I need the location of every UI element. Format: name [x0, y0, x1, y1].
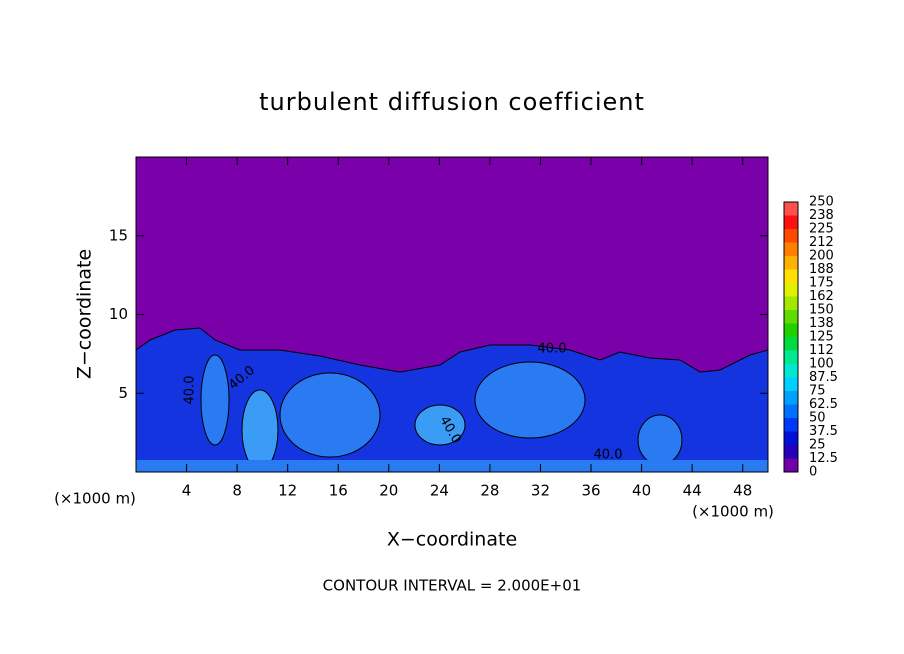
colorbar-label: 188: [809, 262, 834, 277]
x-tick-label: 28: [480, 482, 499, 500]
eddy: [637, 414, 683, 466]
colorbar-swatch: [784, 350, 798, 364]
colorbar-label: 200: [809, 249, 834, 264]
colorbar-label: 87.5: [809, 370, 838, 385]
colorbar-label: 50: [809, 411, 826, 426]
x-tick-label: 24: [430, 482, 449, 500]
colorbar-label: 162: [809, 289, 834, 304]
colorbar-label: 25: [809, 438, 826, 453]
colorbar-swatch: [784, 391, 798, 405]
colorbar-swatch: [784, 310, 798, 324]
x-tick-label: 48: [733, 482, 752, 500]
x-tick-label: 16: [329, 482, 348, 500]
colorbar-label: 0: [809, 465, 817, 480]
colorbar-swatch: [784, 215, 798, 229]
colorbar-swatch: [784, 337, 798, 351]
colorbar-swatch: [784, 377, 798, 391]
eddy: [200, 354, 230, 446]
contour-label: 40.0: [538, 342, 567, 357]
colorbar-label: 225: [809, 222, 834, 237]
x-tick-label: 4: [182, 482, 192, 500]
colorbar-swatch: [784, 283, 798, 297]
colorbar-swatch: [784, 256, 798, 270]
colorbar-swatch: [784, 296, 798, 310]
x-tick-label: 32: [531, 482, 550, 500]
colorbar-label: 75: [809, 384, 826, 399]
x-unit: (×1000 m): [54, 490, 136, 508]
colorbar-label: 37.5: [809, 424, 838, 439]
chart-title: turbulent diffusion coefficient: [259, 88, 645, 116]
y-tick-label: 10: [109, 305, 128, 323]
colorbar-swatch: [784, 229, 798, 243]
colorbar-label: 150: [809, 303, 834, 318]
colorbar-swatch: [784, 323, 798, 337]
eddy: [241, 389, 279, 471]
x-tick-label: 8: [232, 482, 242, 500]
field: [135, 157, 769, 473]
colorbar-frame: [783, 201, 799, 473]
colorbar-label: 100: [809, 357, 834, 372]
y-tick-label: 15: [109, 226, 128, 244]
colorbar-swatch: [784, 242, 798, 256]
x-unit: (×1000 m): [692, 503, 774, 521]
colorbar-swatch: [784, 269, 798, 283]
colorbar-label: 138: [809, 316, 834, 331]
y-tick-label: 5: [118, 384, 128, 402]
y-axis-label: Z−coordinate: [74, 249, 96, 379]
colorbar-swatch: [784, 458, 798, 472]
colorbar-label: 238: [809, 208, 834, 223]
colorbar-label: 112: [809, 343, 834, 358]
colorbar-label: 12.5: [809, 451, 838, 466]
colorbar-swatch: [784, 364, 798, 378]
footnote: CONTOUR INTERVAL = 2.000E+01: [323, 577, 582, 595]
x-axis-label: X−coordinate: [387, 529, 517, 551]
colorbar-label: 212: [809, 235, 834, 250]
colorbar-swatch: [784, 404, 798, 418]
contour-label: 40.0: [183, 376, 198, 405]
colorbar-label: 250: [809, 195, 834, 210]
eddy: [474, 361, 586, 439]
eddy: [279, 372, 381, 458]
x-tick-label: 20: [379, 482, 398, 500]
contour-label: 40.0: [594, 448, 623, 463]
colorbar-swatch: [784, 445, 798, 459]
surface-layer: [136, 460, 768, 472]
colorbar-label: 62.5: [809, 397, 838, 412]
colorbar-label: 125: [809, 330, 834, 345]
colorbar-swatch: [784, 431, 798, 445]
eddy: [414, 404, 466, 446]
x-tick-label: 12: [278, 482, 297, 500]
x-tick-label: 44: [683, 482, 702, 500]
x-tick-label: 36: [581, 482, 600, 500]
colorbar-label: 175: [809, 276, 834, 291]
colorbar-swatch: [784, 418, 798, 432]
x-tick-label: 40: [632, 482, 651, 500]
colorbar-swatch: [784, 202, 798, 216]
